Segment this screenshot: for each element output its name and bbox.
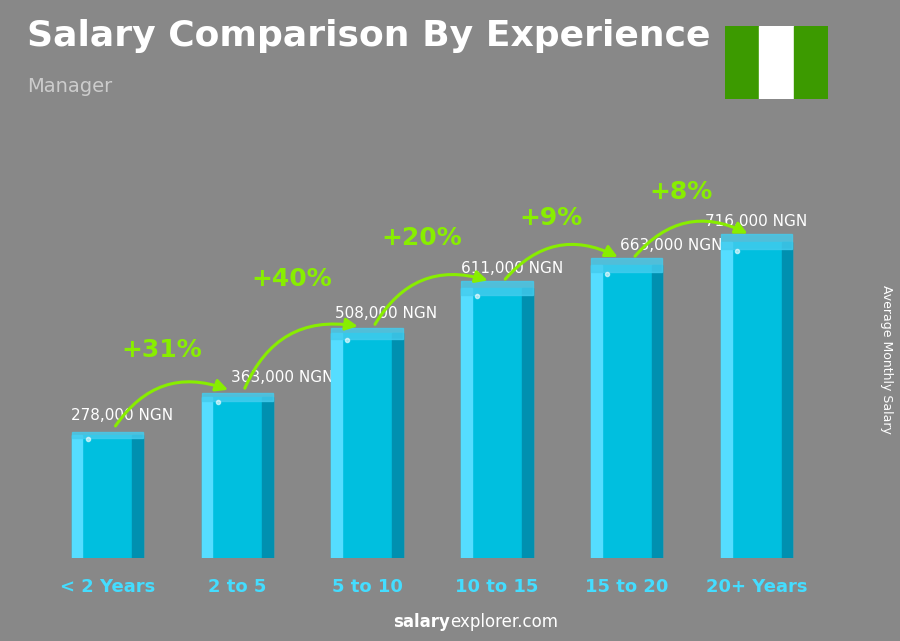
Bar bbox=[202, 394, 273, 401]
Text: explorer.com: explorer.com bbox=[450, 613, 558, 631]
Text: 2 to 5: 2 to 5 bbox=[208, 578, 266, 595]
Text: +40%: +40% bbox=[251, 267, 332, 292]
Bar bbox=[202, 397, 273, 558]
Bar bbox=[721, 242, 792, 558]
Text: Average Monthly Salary: Average Monthly Salary bbox=[880, 285, 893, 433]
Bar bbox=[652, 265, 662, 558]
Bar bbox=[461, 281, 533, 295]
Bar bbox=[759, 26, 794, 99]
Bar bbox=[591, 265, 602, 558]
Text: 10 to 15: 10 to 15 bbox=[455, 578, 538, 595]
Text: 363,000 NGN: 363,000 NGN bbox=[230, 370, 333, 385]
Bar bbox=[262, 397, 273, 558]
Bar bbox=[202, 397, 212, 558]
Bar bbox=[721, 233, 792, 249]
Text: 716,000 NGN: 716,000 NGN bbox=[706, 214, 807, 229]
Text: +31%: +31% bbox=[122, 338, 202, 362]
Bar bbox=[132, 435, 143, 558]
Text: +9%: +9% bbox=[520, 206, 583, 229]
Bar bbox=[591, 258, 662, 272]
Text: 508,000 NGN: 508,000 NGN bbox=[335, 306, 436, 321]
Bar bbox=[522, 288, 533, 558]
Bar bbox=[461, 288, 533, 558]
Bar bbox=[781, 242, 792, 558]
Bar bbox=[724, 26, 759, 99]
Text: 15 to 20: 15 to 20 bbox=[585, 578, 669, 595]
Text: 20+ Years: 20+ Years bbox=[706, 578, 807, 595]
Bar bbox=[72, 435, 143, 558]
Text: salary: salary bbox=[393, 613, 450, 631]
Bar bbox=[72, 435, 83, 558]
Text: 278,000 NGN: 278,000 NGN bbox=[71, 408, 173, 422]
Text: Salary Comparison By Experience: Salary Comparison By Experience bbox=[27, 19, 710, 53]
Bar bbox=[331, 333, 403, 558]
Text: 663,000 NGN: 663,000 NGN bbox=[620, 238, 723, 253]
Bar bbox=[794, 26, 828, 99]
Bar bbox=[392, 333, 403, 558]
Text: < 2 Years: < 2 Years bbox=[59, 578, 155, 595]
Bar bbox=[331, 328, 403, 339]
Text: 611,000 NGN: 611,000 NGN bbox=[461, 260, 562, 276]
Text: Manager: Manager bbox=[27, 77, 112, 96]
Bar bbox=[591, 265, 662, 558]
Bar bbox=[461, 288, 472, 558]
Bar bbox=[721, 242, 732, 558]
Text: 5 to 10: 5 to 10 bbox=[331, 578, 402, 595]
Text: +8%: +8% bbox=[650, 180, 713, 204]
Bar bbox=[72, 432, 143, 438]
Bar bbox=[331, 333, 342, 558]
Text: +20%: +20% bbox=[382, 226, 462, 251]
